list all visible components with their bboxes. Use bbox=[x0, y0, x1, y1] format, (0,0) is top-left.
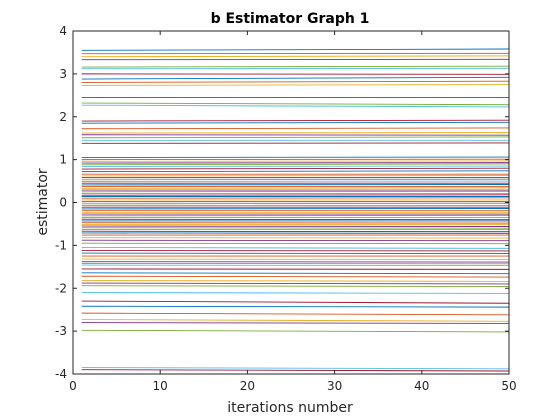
series-line bbox=[81, 247, 510, 249]
series-line bbox=[81, 369, 510, 372]
series-line bbox=[81, 65, 510, 68]
y-tick-label: 2 bbox=[59, 110, 67, 124]
y-tick-label: -3 bbox=[55, 324, 67, 338]
series-layer bbox=[81, 48, 510, 372]
series-line bbox=[81, 322, 510, 324]
series-line bbox=[81, 282, 510, 285]
y-tick-label: 3 bbox=[59, 67, 67, 81]
series-line bbox=[81, 319, 510, 322]
series-line bbox=[81, 272, 510, 275]
x-tick-label: 20 bbox=[240, 379, 255, 393]
series-line bbox=[81, 127, 510, 130]
series-line bbox=[81, 121, 510, 124]
y-axis-label: estimator bbox=[35, 168, 51, 236]
x-tick-label: 10 bbox=[153, 379, 168, 393]
series-line bbox=[81, 285, 510, 287]
y-tick-label: -4 bbox=[55, 367, 67, 381]
ticks-layer: 0 10 20 30 40 50 -4 -3 -2 -1 0 1 2 3 4 bbox=[55, 24, 517, 393]
x-tick-label: 40 bbox=[414, 379, 429, 393]
series-line bbox=[81, 167, 510, 170]
x-tick-label: 0 bbox=[69, 379, 77, 393]
y-tick-label: 4 bbox=[59, 24, 67, 38]
chart-title: b Estimator Graph 1 bbox=[211, 11, 370, 27]
series-line bbox=[81, 300, 510, 304]
y-tick-label: -1 bbox=[55, 238, 67, 252]
series-line bbox=[81, 104, 510, 108]
series-line bbox=[81, 305, 510, 308]
series-line bbox=[81, 76, 510, 80]
y-tick-label: -2 bbox=[55, 281, 67, 295]
x-tick-label: 30 bbox=[327, 379, 342, 393]
series-line bbox=[81, 275, 510, 278]
series-line bbox=[81, 55, 510, 58]
series-line bbox=[81, 136, 510, 139]
series-line bbox=[81, 170, 510, 173]
series-line bbox=[81, 80, 510, 83]
series-line bbox=[81, 119, 510, 122]
series-line bbox=[81, 367, 510, 370]
series-line bbox=[81, 163, 510, 166]
series-line bbox=[81, 102, 510, 106]
series-line bbox=[81, 329, 510, 333]
series-line bbox=[81, 292, 510, 294]
series-line bbox=[81, 280, 510, 282]
x-tick-label: 50 bbox=[501, 379, 516, 393]
series-line bbox=[81, 312, 510, 316]
y-tick-label: 0 bbox=[59, 196, 67, 210]
plot-area bbox=[73, 31, 509, 374]
series-line bbox=[81, 84, 510, 86]
series-line bbox=[81, 48, 510, 51]
y-tick-label: 1 bbox=[59, 153, 67, 167]
x-axis-label: iterations number bbox=[227, 400, 353, 416]
